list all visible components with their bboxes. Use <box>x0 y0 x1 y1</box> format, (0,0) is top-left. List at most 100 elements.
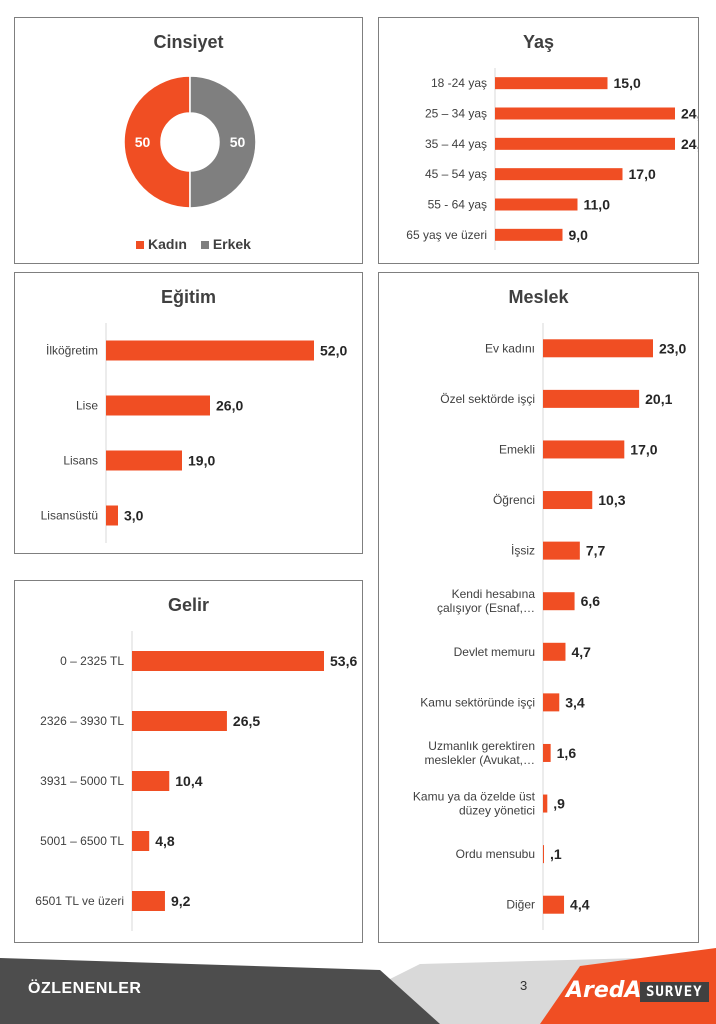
bar <box>132 831 150 851</box>
value-label: 9,0 <box>569 227 589 243</box>
value-label: 17,0 <box>630 441 657 457</box>
chart-title-meslek: Meslek <box>508 287 569 307</box>
value-label: 9,2 <box>171 893 191 909</box>
bar <box>495 198 578 211</box>
value-label: 53,6 <box>330 653 357 669</box>
bar <box>543 743 551 762</box>
category-label: Ordu mensubu <box>456 847 535 861</box>
bar <box>132 651 324 671</box>
category-label: 5001 – 6500 TL <box>40 834 124 848</box>
legend-swatch-kadin <box>136 241 145 249</box>
legend-label-kadin: Kadın <box>148 236 187 252</box>
legend-label-erkek: Erkek <box>212 236 251 252</box>
value-label: 17,0 <box>629 166 656 182</box>
value-label: 6,6 <box>581 593 601 609</box>
category-label: meslekler (Avukat,… <box>425 753 535 767</box>
category-label: İlköğretim <box>46 344 98 358</box>
value-label: 26,0 <box>216 398 243 414</box>
category-label: Devlet memuru <box>454 645 535 659</box>
bar <box>495 107 675 120</box>
panel-yas: Yaş 18 -24 yaş 15,0 25 – 34 yaş 24,0 35 – 44… <box>378 17 699 264</box>
category-label: 18 -24 yaş <box>431 76 487 90</box>
category-label: 35 – 44 yaş <box>425 137 487 151</box>
category-label: İşsiz <box>511 544 535 558</box>
value-label: 4,4 <box>570 897 590 913</box>
legend-cinsiyet: Kadın Erkek <box>15 236 362 252</box>
bar <box>543 491 593 510</box>
value-label: 52,0 <box>320 343 347 359</box>
category-label: Kamu ya da özelde üst <box>413 790 536 804</box>
bar-chart-egitim: İlköğretim 52,0 Lise 26,0 Lisans 19,0 Lisansüs… <box>41 323 347 543</box>
value-label: 15,0 <box>614 75 641 91</box>
value-label: ,9 <box>553 796 565 812</box>
category-label: 25 – 34 yaş <box>425 107 487 121</box>
bar-chart-gelir: 0 – 2325 TL 53,6 2326 – 3930 TL 26,5 3931 – … <box>35 631 357 931</box>
value-label: 23,0 <box>659 340 686 356</box>
category-label: 45 – 54 yaş <box>425 167 487 181</box>
chart-title-cinsiyet: Cinsiyet <box>153 32 224 52</box>
bar-chart-meslek: Ev kadını 23,0 Özel sektörde işçi 20,1 Emekl… <box>413 323 686 930</box>
value-label: 10,3 <box>598 492 625 508</box>
bar <box>495 228 563 241</box>
donut-slice <box>123 75 191 209</box>
bar <box>543 440 625 459</box>
bar <box>543 794 548 813</box>
category-label: 3931 – 5000 TL <box>40 774 124 788</box>
panel-cinsiyet: Cinsiyet 50 50 Kadın Erkek <box>14 17 363 264</box>
bar <box>543 642 566 661</box>
legend-swatch-erkek <box>200 241 209 249</box>
bar <box>543 541 580 560</box>
category-label: 55 - 64 yaş <box>428 198 487 212</box>
footer-band <box>0 948 716 1024</box>
bar <box>132 891 165 911</box>
panel-gelir: Gelir 0 – 2325 TL 53,6 2326 – 3930 TL 26,5 3… <box>14 580 363 943</box>
bar <box>132 771 170 791</box>
slice-value-label: 50 <box>230 134 246 150</box>
bar <box>495 77 608 90</box>
category-label: Lisans <box>63 454 98 468</box>
category-label: çalışıyor (Esnaf,… <box>437 601 535 615</box>
logo-product: SURVEY <box>640 982 709 1002</box>
value-label: 3,4 <box>565 694 585 710</box>
chart-title-egitim: Eğitim <box>160 287 216 307</box>
category-label: Uzmanlık gerektiren <box>428 739 535 753</box>
bar <box>543 592 575 611</box>
footer-section-title: ÖZLENENLER <box>28 980 142 997</box>
category-label: 2326 – 3930 TL <box>40 714 124 728</box>
footer-accent-shape <box>540 948 716 1024</box>
donut-slice <box>189 75 257 209</box>
donut-chart-cinsiyet: 50 50 <box>123 75 257 209</box>
page-number: 3 <box>520 978 528 993</box>
bar <box>106 450 182 471</box>
category-label: Öğrenci <box>493 493 535 507</box>
bar <box>106 505 118 526</box>
value-label: 7,7 <box>586 543 606 559</box>
logo-brand: AredA <box>566 978 642 1003</box>
category-label: Kendi hesabına <box>452 587 536 601</box>
value-label: 20,1 <box>645 391 672 407</box>
panel-meslek: Meslek Ev kadını 23,0 Özel sektörde işçi 20… <box>378 272 699 943</box>
value-label: 24,0 <box>681 136 698 152</box>
category-label: Lise <box>76 399 98 413</box>
value-label: 1,6 <box>557 745 577 761</box>
value-label: 19,0 <box>188 453 215 469</box>
category-label: düzey yönetici <box>459 804 535 818</box>
bar <box>106 340 314 361</box>
value-label: 3,0 <box>124 508 144 524</box>
value-label: 4,7 <box>571 644 591 660</box>
category-label: Özel sektörde işçi <box>440 392 535 406</box>
category-label: Emekli <box>499 442 535 456</box>
bar-chart-yas: 18 -24 yaş 15,0 25 – 34 yaş 24,0 35 – 44 yaş… <box>406 68 698 250</box>
bar <box>543 339 653 358</box>
category-label: Lisansüstü <box>41 509 98 523</box>
value-label: 10,4 <box>175 773 202 789</box>
category-label: 6501 TL ve üzeri <box>35 894 124 908</box>
slice-value-label: 50 <box>135 134 151 150</box>
bar <box>543 895 565 914</box>
chart-title-gelir: Gelir <box>167 595 210 615</box>
bar <box>106 395 210 416</box>
bar <box>132 711 227 731</box>
bar <box>495 168 623 181</box>
footer-dark-shape <box>0 958 440 1024</box>
category-label: Kamu sektöründe işçi <box>420 695 535 709</box>
